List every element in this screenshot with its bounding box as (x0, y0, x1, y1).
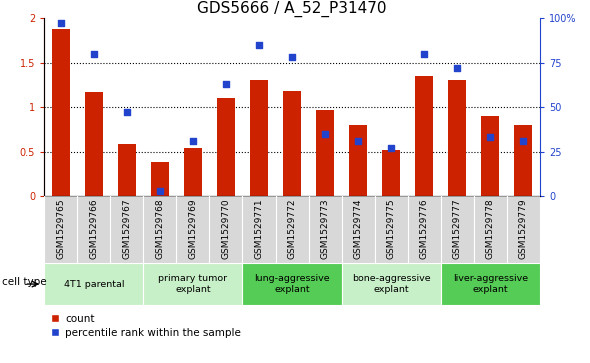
Point (122, 110, 132, 115)
Text: GSM1529768: GSM1529768 (155, 198, 165, 259)
Bar (184, 148, 202, 196)
Bar (143, 263, 242, 305)
Bar (242, 263, 342, 305)
Point (353, 138, 363, 144)
Bar (217, 98, 235, 196)
Bar (415, 76, 433, 196)
Text: GSM1529776: GSM1529776 (419, 198, 429, 259)
Bar (44, 263, 143, 305)
Text: 4T1 parental: 4T1 parental (64, 280, 124, 289)
Bar (349, 125, 367, 196)
Text: primary tumor
explant: primary tumor explant (158, 274, 228, 294)
Point (155, 188, 165, 193)
Point (453, 65, 462, 71)
Bar (118, 143, 136, 196)
Bar (283, 91, 301, 196)
Legend: count, percentile rank within the sample: count, percentile rank within the sample (50, 314, 241, 338)
Text: GSM1529766: GSM1529766 (89, 198, 99, 259)
Text: bone-aggressive
explant: bone-aggressive explant (352, 274, 431, 294)
Point (519, 138, 528, 144)
Bar (382, 150, 400, 196)
Bar (52, 29, 70, 196)
Text: GSM1529778: GSM1529778 (486, 198, 495, 259)
Bar (316, 110, 334, 196)
Text: GSM1529771: GSM1529771 (254, 198, 264, 259)
Text: lung-aggressive
explant: lung-aggressive explant (254, 274, 330, 294)
Point (89, 51, 99, 57)
Point (419, 51, 429, 57)
Point (254, 42, 264, 48)
Text: liver-aggressive
explant: liver-aggressive explant (453, 274, 528, 294)
Text: GSM1529773: GSM1529773 (320, 198, 330, 259)
Bar (441, 263, 540, 305)
Point (287, 54, 297, 60)
Point (221, 81, 231, 87)
Text: GSM1529769: GSM1529769 (188, 198, 198, 259)
Text: GSM1529765: GSM1529765 (56, 198, 65, 259)
Title: GDS5666 / A_52_P31470: GDS5666 / A_52_P31470 (197, 1, 387, 17)
Text: GSM1529775: GSM1529775 (386, 198, 396, 259)
Bar (514, 125, 532, 196)
Text: GSM1529772: GSM1529772 (287, 198, 297, 258)
Bar (481, 116, 499, 196)
Bar (250, 79, 268, 196)
Bar (151, 162, 169, 196)
Point (320, 131, 330, 136)
Text: GSM1529770: GSM1529770 (221, 198, 231, 259)
Text: GSM1529774: GSM1529774 (353, 198, 363, 258)
Point (56, 21, 65, 26)
Bar (448, 80, 466, 196)
Text: cell type: cell type (2, 277, 47, 287)
Text: GSM1529767: GSM1529767 (122, 198, 132, 259)
Point (486, 134, 495, 140)
Bar (342, 263, 441, 305)
Text: GSM1529779: GSM1529779 (519, 198, 528, 259)
Bar (85, 92, 103, 196)
Point (386, 145, 396, 151)
Text: GSM1529777: GSM1529777 (453, 198, 462, 259)
Point (188, 138, 198, 144)
